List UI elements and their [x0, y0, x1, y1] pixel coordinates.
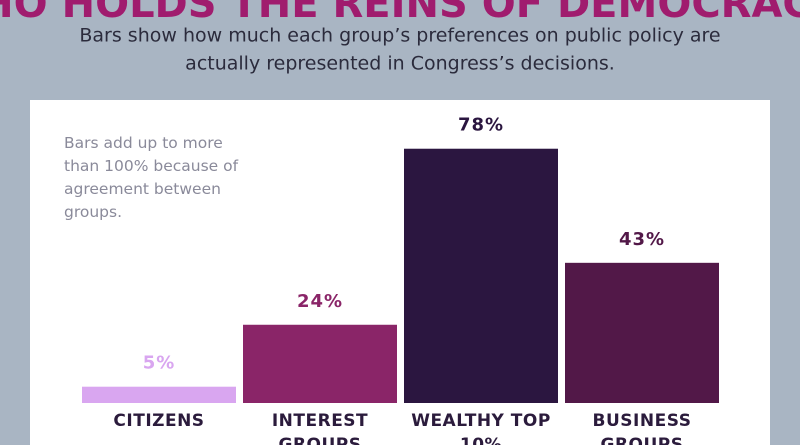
x-tick-label: WEALTHY TOP 10% — [411, 411, 551, 445]
x-tick-label: INTEREST GROUPS — [271, 411, 369, 445]
value-label: 78% — [458, 115, 504, 136]
bar — [404, 148, 558, 403]
value-label: 43% — [619, 229, 665, 250]
x-tick-label: CITIZENS — [113, 411, 205, 431]
chart-title: WHO HOLDS THE REINS OF DEMOCRACY? — [0, 0, 800, 27]
subtitle: Bars show how much each group’s preferen… — [79, 25, 720, 47]
x-tick-label: BUSINESS GROUPS — [592, 411, 692, 445]
bar — [243, 324, 397, 403]
value-label: 24% — [297, 291, 343, 312]
annotation: Bars add up to more than 100% because of… — [64, 134, 239, 221]
bar — [565, 262, 719, 403]
subtitle: actually represented in Congress’s decis… — [185, 53, 615, 75]
bar — [82, 386, 236, 403]
value-label: 5% — [143, 353, 176, 374]
